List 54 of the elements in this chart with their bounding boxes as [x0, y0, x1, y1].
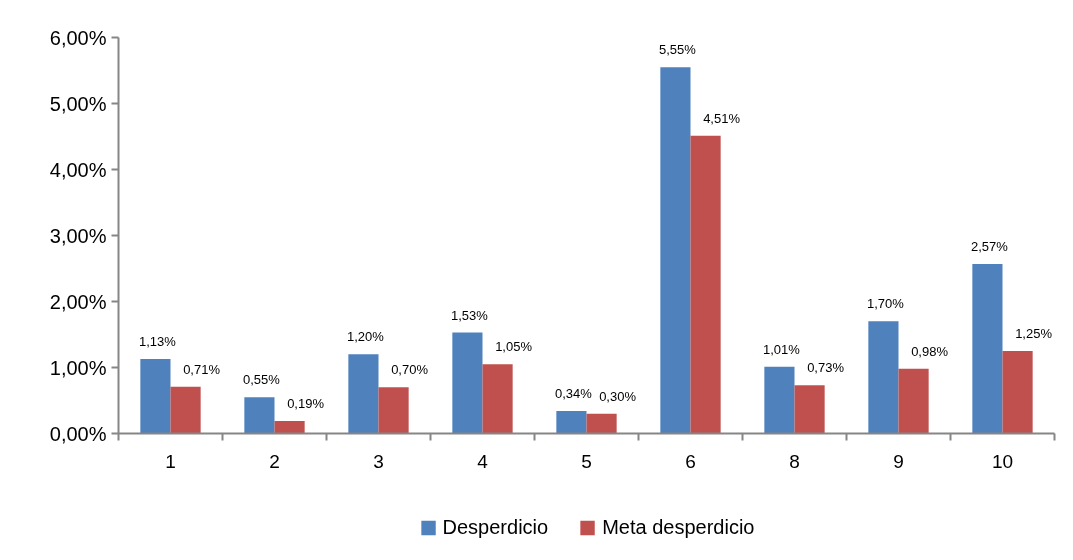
legend-label: Desperdicio	[442, 515, 549, 539]
x-tick-label: 6	[685, 450, 696, 472]
bar	[690, 135, 721, 434]
data-label: 1,13%	[138, 333, 177, 349]
y-tick-label: 0,00%	[49, 422, 107, 445]
bar	[378, 387, 409, 434]
x-tick-label: 3	[373, 450, 384, 472]
bar	[170, 386, 201, 434]
bar	[274, 420, 305, 434]
data-label: 5,55%	[658, 42, 697, 58]
bar	[586, 413, 617, 434]
bar	[1002, 351, 1033, 434]
y-tick-label: 1,00%	[49, 356, 107, 379]
data-label: 0,19%	[287, 395, 325, 411]
x-tick-label: 9	[893, 450, 904, 472]
data-label: 1,01%	[762, 341, 801, 357]
x-tick-label: 5	[581, 450, 592, 472]
data-label: 0,70%	[391, 362, 429, 378]
y-tick-label: 2,00%	[49, 290, 107, 313]
bar	[348, 354, 379, 434]
data-label: 0,55%	[242, 372, 281, 388]
data-label: 0,30%	[599, 388, 637, 404]
x-tick-label: 8	[789, 450, 800, 472]
bar	[660, 67, 691, 434]
data-label: 1,25%	[1015, 326, 1053, 341]
bar	[898, 368, 929, 434]
bar	[794, 385, 825, 434]
data-label: 0,98%	[911, 343, 949, 359]
data-label: 0,71%	[183, 361, 221, 377]
data-label: 4,51%	[703, 110, 741, 126]
bar	[868, 321, 899, 434]
data-label: 0,34%	[554, 386, 593, 402]
y-tick-label: 6,00%	[49, 26, 107, 49]
data-label: 1,05%	[495, 339, 533, 355]
bar	[452, 332, 483, 434]
y-tick-label: 3,00%	[49, 224, 107, 247]
data-label: 0,73%	[807, 360, 845, 376]
data-label: 1,20%	[346, 329, 385, 345]
y-tick-label: 5,00%	[49, 92, 107, 115]
data-label: 2,57%	[970, 238, 1009, 254]
data-label: 1,53%	[450, 307, 489, 323]
x-tick-label: 4	[477, 450, 489, 472]
bar	[764, 366, 795, 434]
x-tick-label: 10	[991, 450, 1014, 472]
bar	[972, 263, 1003, 434]
bar	[244, 397, 275, 434]
x-tick-label: 2	[269, 450, 280, 472]
data-label: 1,70%	[866, 296, 905, 312]
bar	[556, 411, 587, 434]
x-tick-label: 1	[165, 450, 176, 472]
legend-label: Meta desperdicio	[602, 515, 755, 539]
bar	[482, 364, 513, 434]
bar	[140, 358, 171, 434]
y-tick-label: 4,00%	[49, 158, 107, 181]
